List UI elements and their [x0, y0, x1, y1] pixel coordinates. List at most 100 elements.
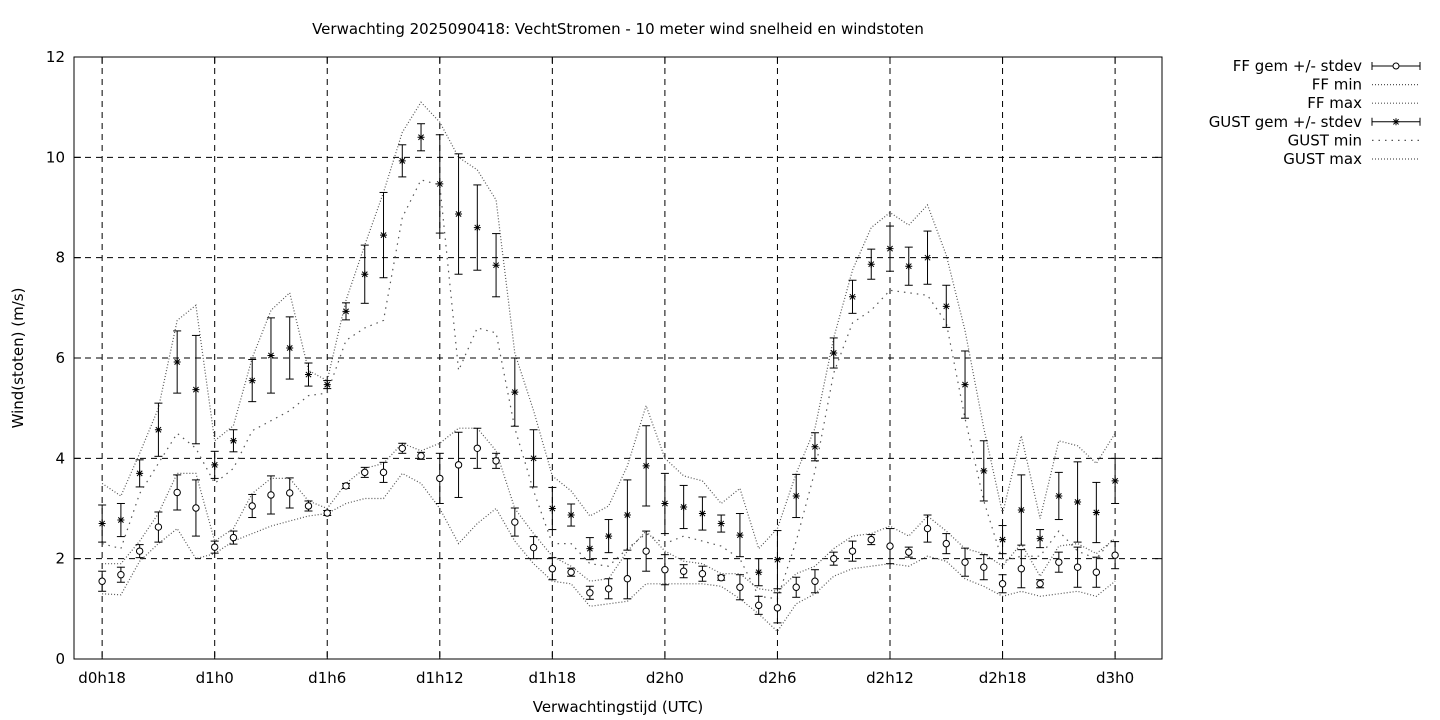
ff-point [286, 489, 294, 497]
ff-point [773, 604, 782, 612]
x-tick-label: d1h12 [416, 669, 464, 687]
y-tick-label: 6 [55, 349, 65, 367]
grid [74, 57, 1162, 659]
y-tick-label: 10 [46, 148, 65, 166]
gust-point [267, 351, 275, 359]
ff-point [867, 535, 875, 544]
ff-point [623, 575, 632, 583]
ff-point [604, 585, 613, 593]
gust-point [436, 180, 444, 188]
x-tick-label: d0h18 [78, 669, 126, 687]
ff-point [1017, 565, 1026, 573]
ff-point [679, 567, 688, 575]
gust-point [192, 386, 200, 394]
gust-point [548, 505, 556, 512]
ff-point [961, 558, 969, 566]
gust-point [642, 462, 650, 470]
y-tick-label: 0 [55, 650, 65, 668]
ff-point [886, 542, 894, 550]
gust-point [1392, 118, 1400, 126]
y-tick-label: 12 [46, 48, 65, 66]
gust-point [304, 371, 312, 379]
gust-point [623, 511, 631, 519]
ff-point [942, 539, 950, 548]
gust-point [398, 157, 406, 165]
ff-point [905, 548, 913, 556]
gust-point [961, 381, 969, 389]
x-tick-label: d2h18 [979, 669, 1027, 687]
ff-point [342, 482, 350, 490]
ff-point [361, 468, 369, 477]
ff-point [717, 574, 725, 582]
gust-point [736, 531, 744, 539]
gust-point [830, 349, 838, 357]
ff-point [811, 577, 819, 585]
ff-point [473, 444, 482, 452]
ff-point [267, 491, 275, 499]
ff-point [229, 533, 238, 542]
ff-point [1092, 568, 1101, 576]
legend-marker [1392, 62, 1400, 70]
ff-point [754, 601, 763, 610]
ff-point [417, 452, 425, 460]
line-ff-max [102, 427, 1116, 592]
ff-errorbars [98, 427, 1120, 624]
ff-point [173, 488, 181, 497]
gust-point [567, 511, 575, 519]
ff-point [492, 457, 500, 465]
gust-point [1092, 509, 1100, 517]
legend-label: GUST gem +/- stdev [1209, 113, 1362, 131]
y-tick-label: 4 [55, 449, 65, 467]
ff-point [830, 554, 838, 563]
legend-label: GUST min [1288, 131, 1362, 149]
gust-point [117, 516, 125, 524]
gust-point [154, 426, 162, 434]
y-tick-label: 2 [55, 550, 65, 568]
ff-point [135, 547, 144, 555]
x-tick-label: d3h0 [1096, 669, 1134, 687]
ff-point [154, 523, 163, 531]
gust-point [248, 377, 256, 385]
legend-label: FF gem +/- stdev [1233, 57, 1362, 75]
ff-point [923, 524, 932, 533]
ff-point [1073, 563, 1082, 571]
ff-point [698, 570, 707, 578]
gust-point [867, 260, 875, 268]
ff-point [661, 566, 669, 574]
ff-point [1036, 580, 1044, 588]
gust-point [1017, 506, 1025, 514]
ff-point [848, 547, 857, 555]
gust-point [586, 545, 594, 553]
ff-point [736, 583, 744, 591]
ff-point [398, 444, 406, 452]
gust-point [286, 344, 294, 352]
legend-label: FF max [1307, 94, 1362, 112]
gust-errorbars [98, 123, 1120, 590]
ff-point [117, 571, 125, 579]
gust-point [605, 532, 613, 540]
gust-point [417, 133, 425, 141]
gust-point [342, 307, 350, 315]
gust-point [661, 499, 669, 507]
series-layer [98, 101, 1120, 633]
ff-point [304, 502, 313, 510]
legend-label: GUST max [1283, 150, 1362, 168]
legend-label: FF min [1312, 76, 1362, 94]
line-gust-max [101, 101, 1116, 550]
ff-point [248, 502, 256, 510]
gust-point [473, 224, 481, 232]
ff-point [98, 577, 106, 585]
x-tick-label: d2h6 [758, 669, 796, 687]
ff-point [998, 580, 1007, 588]
gust-point [1055, 492, 1063, 500]
gust-point [136, 469, 144, 477]
gust-point [229, 437, 237, 445]
gust-point [211, 461, 219, 469]
ff-point [792, 583, 800, 591]
gust-point [773, 556, 781, 564]
x-tick-label: d2h12 [866, 669, 914, 687]
ff-point [586, 589, 594, 597]
x-tick-label: d1h18 [529, 669, 577, 687]
